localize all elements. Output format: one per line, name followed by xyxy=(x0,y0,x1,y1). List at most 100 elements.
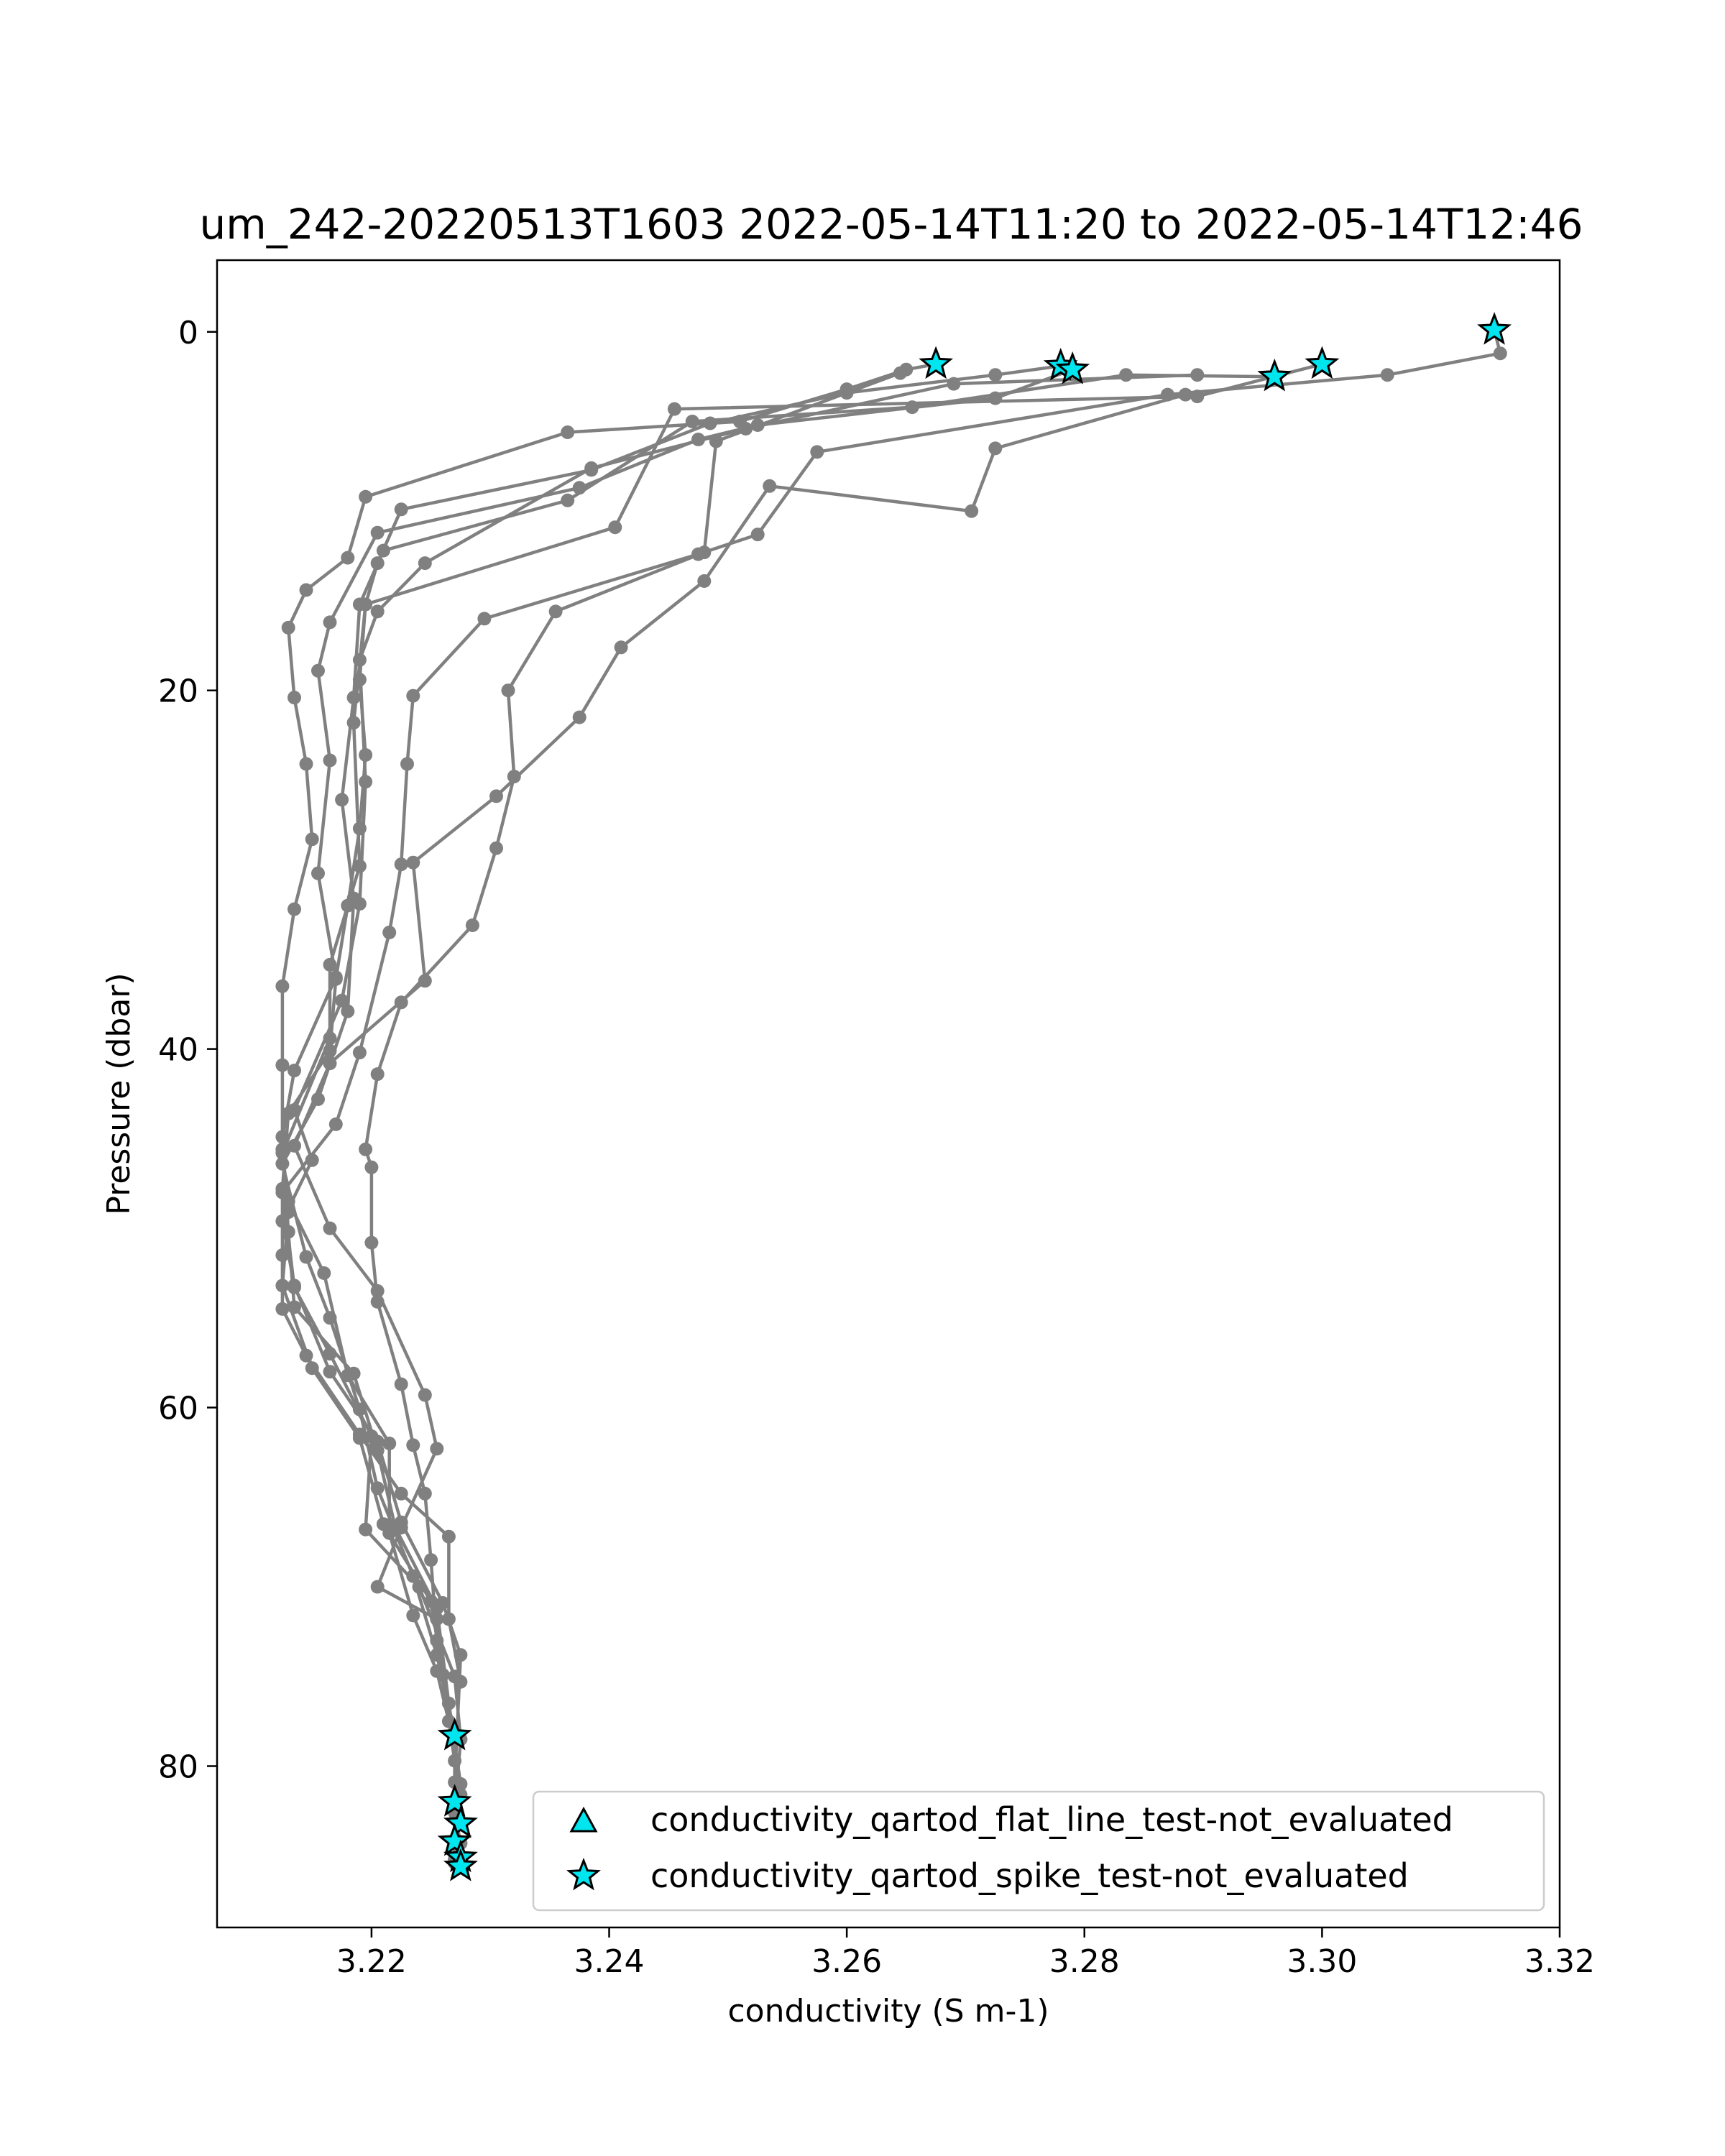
spike-test-star-marker xyxy=(443,1848,478,1881)
data-point xyxy=(810,445,824,459)
y-tick-label: 0 xyxy=(178,315,198,351)
data-point xyxy=(394,502,408,517)
data-point xyxy=(275,1248,290,1262)
profile-line xyxy=(280,362,1322,1722)
data-point xyxy=(288,1279,301,1293)
data-point xyxy=(750,528,765,542)
data-point xyxy=(406,1569,420,1583)
spike-test-star-marker xyxy=(1257,359,1292,392)
data-point xyxy=(1380,368,1394,382)
x-tick-label: 3.26 xyxy=(811,1943,882,1980)
data-point xyxy=(288,1300,301,1314)
data-point xyxy=(323,957,337,972)
data-point xyxy=(406,688,420,703)
data-point xyxy=(288,1064,301,1078)
x-axis-label: conductivity (S m-1) xyxy=(727,1993,1049,2030)
data-point xyxy=(352,1046,367,1060)
data-point xyxy=(346,691,361,705)
spike-test-star-marker xyxy=(443,1805,478,1838)
data-point xyxy=(965,504,979,518)
data-point xyxy=(288,1138,301,1153)
profile-series-3 xyxy=(275,362,1080,1870)
data-point xyxy=(323,615,337,630)
data-point xyxy=(394,1377,408,1391)
data-point xyxy=(418,1486,432,1501)
data-point xyxy=(763,479,777,493)
profile-line xyxy=(293,392,1186,1795)
data-point xyxy=(275,1302,290,1316)
data-point xyxy=(352,897,367,911)
data-point xyxy=(359,1142,373,1156)
data-point xyxy=(275,1130,290,1144)
data-point xyxy=(328,970,343,985)
profile-line xyxy=(280,329,1502,1682)
data-point xyxy=(323,1221,337,1235)
data-point xyxy=(489,789,503,803)
profile-series-1 xyxy=(275,357,943,1866)
data-point xyxy=(311,663,325,678)
data-point xyxy=(465,918,479,932)
data-point xyxy=(697,545,712,560)
y-axis-label: Pressure (dbar) xyxy=(101,972,137,1215)
data-point xyxy=(1119,368,1133,382)
data-point xyxy=(988,368,1003,382)
data-point xyxy=(406,855,420,870)
data-point xyxy=(275,1185,290,1199)
data-point xyxy=(341,1368,355,1383)
data-point xyxy=(685,415,699,428)
spike-test-star-marker xyxy=(1055,351,1090,384)
legend-triangle-marker xyxy=(569,1806,598,1833)
data-point xyxy=(346,716,361,730)
data-point xyxy=(1178,387,1192,402)
data-point xyxy=(572,710,586,724)
spike-test-star-marker xyxy=(437,1784,472,1817)
data-point xyxy=(305,832,319,847)
data-point xyxy=(299,757,313,771)
data-point xyxy=(370,1481,385,1496)
x-axis: 3.22 3.24 3.26 3.28 3.30 3.32 xyxy=(336,1927,1595,1980)
data-point xyxy=(394,1486,408,1501)
spike-test-star-marker xyxy=(437,1717,472,1751)
legend: conductivity_qartod_flat_line_test-not_e… xyxy=(532,1790,1545,1912)
data-point xyxy=(323,753,337,768)
data-point xyxy=(382,1526,397,1540)
data-point xyxy=(288,1103,301,1117)
x-tick-label: 3.24 xyxy=(574,1943,645,1980)
data-point xyxy=(507,770,521,783)
data-point xyxy=(394,1521,408,1535)
y-tick-label: 80 xyxy=(158,1749,198,1785)
data-point xyxy=(489,841,503,855)
data-point xyxy=(376,543,390,558)
data-point xyxy=(430,1442,444,1456)
data-point xyxy=(418,556,432,571)
data-point xyxy=(370,1580,385,1594)
x-tick-label: 3.22 xyxy=(336,1943,407,1980)
data-point xyxy=(370,1067,385,1082)
data-point xyxy=(328,1117,343,1131)
legend-label-flat-line: conductivity_qartod_flat_line_test-not_e… xyxy=(650,1800,1453,1839)
data-point xyxy=(281,620,295,635)
profile-line xyxy=(280,362,937,1860)
profile-line xyxy=(280,373,1197,1783)
y-tick-label: 40 xyxy=(158,1032,198,1069)
data-point xyxy=(299,583,313,597)
data-point xyxy=(406,1438,420,1452)
data-point xyxy=(341,550,355,565)
legend-star-marker xyxy=(566,1857,601,1891)
data-point xyxy=(323,1365,337,1379)
data-point xyxy=(418,1388,432,1402)
data-point xyxy=(275,1146,290,1160)
data-point xyxy=(335,993,349,1008)
y-axis: 0 20 40 60 80 xyxy=(158,315,217,1785)
data-point xyxy=(584,461,599,475)
data-point xyxy=(382,1437,397,1450)
data-point xyxy=(394,857,408,872)
data-point xyxy=(359,489,373,504)
profile-series-9 xyxy=(288,387,1192,1802)
data-point xyxy=(893,366,907,380)
plot-frame xyxy=(216,259,1561,1929)
data-point xyxy=(335,793,349,807)
data-point xyxy=(709,434,723,448)
data-point xyxy=(501,683,515,698)
